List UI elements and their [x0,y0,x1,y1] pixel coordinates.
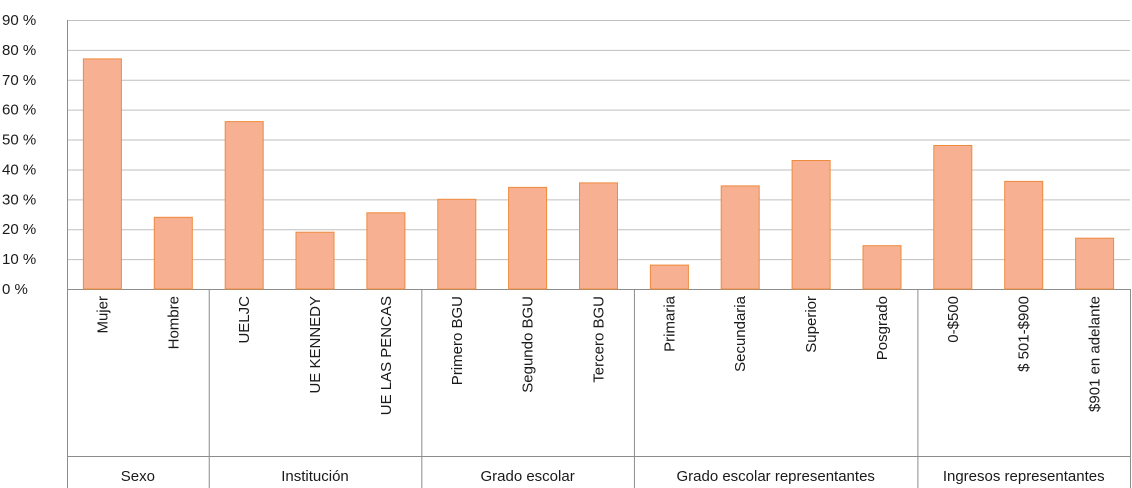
category-label: Primero BGU [449,296,466,385]
category-label: Posgrado [874,296,891,360]
category-label: Tercero BGU [591,296,608,383]
y-tick-label: 60 % [2,102,36,119]
bar [579,182,618,290]
category-label: Superior [803,296,820,353]
category-label: Mujer [94,296,111,334]
y-tick-label: 90 % [2,12,36,29]
category-label: UELJC [236,296,253,344]
bar [1075,237,1115,290]
y-tick-label: 80 % [2,42,36,59]
bar [720,185,760,290]
bar [508,186,548,290]
y-tick-label: 40 % [2,161,36,178]
category-label: $ 501-$900 [1016,296,1033,372]
category-label: Primaria [661,295,678,351]
category-label: UE LAS PENCAS [378,296,395,415]
bar [153,216,193,290]
group-label: Grado escolar representantes [676,468,874,485]
bar [933,145,973,290]
y-tick-label: 0 % [2,281,28,298]
y-tick-label: 70 % [2,72,36,89]
category-label: Hombre [165,296,182,349]
y-tick-label: 20 % [2,221,36,238]
bar [366,212,406,290]
y-tick-label: 10 % [2,251,36,268]
bar [224,121,264,290]
bar [437,198,477,290]
category-label: UE KENNEDY [307,296,324,394]
group-label: Institución [281,468,349,485]
y-tick-label: 50 % [2,132,36,149]
group-label: Grado escolar [480,468,574,485]
category-label: 0-$500 [945,296,962,343]
bar [649,264,689,290]
bar [791,160,831,290]
bar [862,245,902,290]
group-label: Sexo [121,468,155,485]
bar [1004,180,1044,290]
category-label: Secundaria [732,295,749,372]
category-label: Segundo BGU [520,296,537,393]
bar [295,231,335,290]
category-label: $901 en adelante [1087,296,1104,412]
bar [82,58,122,290]
y-tick-label: 30 % [2,191,36,208]
group-label: Ingresos representantes [943,468,1105,485]
